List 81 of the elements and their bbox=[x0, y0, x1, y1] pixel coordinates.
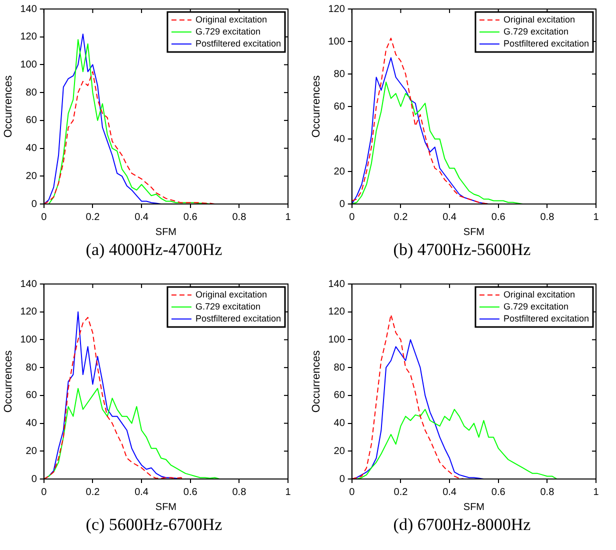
y-tick-label: 60 bbox=[26, 115, 38, 126]
x-tick-label: 0.2 bbox=[394, 486, 408, 498]
legend-label: Postfiltered excitation bbox=[503, 38, 590, 48]
y-tick-label: 0 bbox=[31, 198, 38, 210]
x-tick-label: 0.4 bbox=[442, 212, 457, 223]
y-axis-title: Occurrences bbox=[2, 350, 15, 413]
y-tick-label: 140 bbox=[20, 278, 38, 290]
legend-label: G.729 excitation bbox=[195, 301, 261, 312]
x-axis-title: SFM bbox=[463, 226, 484, 238]
legend-label: Original excitation bbox=[195, 14, 268, 24]
x-tick-label: 1 bbox=[285, 212, 292, 223]
y-tick-label: 20 bbox=[26, 170, 38, 182]
y-tick-label: 100 bbox=[20, 59, 38, 70]
x-axis-title: SFM bbox=[155, 502, 176, 513]
line-series bbox=[44, 71, 216, 204]
legend-label: Postfiltered excitation bbox=[195, 313, 282, 324]
x-tick-label: 0.2 bbox=[86, 212, 100, 223]
y-tick-label: 0 bbox=[31, 474, 38, 485]
text: (c) 5600Hz-6700Hz bbox=[84, 515, 224, 535]
y-axis-title: Occurrences bbox=[310, 350, 323, 413]
y-tick-label: 140 bbox=[20, 4, 38, 15]
legend-label: Postfiltered excitation bbox=[503, 313, 590, 324]
y-tick-label: 100 bbox=[20, 334, 38, 346]
y-tick-label: 140 bbox=[328, 278, 346, 290]
y-tick-label: 40 bbox=[334, 134, 346, 145]
x-tick-label: 0.2 bbox=[86, 486, 100, 498]
y-tick-label: 60 bbox=[26, 390, 38, 402]
legend-label: G.729 excitation bbox=[195, 26, 261, 36]
y-tick-label: 80 bbox=[26, 362, 38, 374]
y-tick-label: 80 bbox=[26, 87, 38, 98]
x-tick-label: 0 bbox=[349, 486, 356, 498]
y-tick-label: 100 bbox=[328, 36, 346, 48]
x-tick-label: 0.6 bbox=[183, 486, 198, 498]
y-tick-label: 20 bbox=[26, 446, 38, 457]
y-tick-label: 40 bbox=[26, 418, 38, 430]
y-tick-label: 80 bbox=[334, 362, 346, 374]
x-tick-label: 0.2 bbox=[394, 212, 408, 223]
x-tick-label: 0.8 bbox=[232, 212, 247, 223]
legend-label: Original excitation bbox=[503, 14, 576, 24]
text: (a) 4000Hz-4700Hz bbox=[84, 240, 224, 260]
legend-label: G.729 excitation bbox=[503, 26, 569, 36]
y-tick-label: 40 bbox=[26, 143, 38, 154]
legend-label: G.729 excitation bbox=[503, 301, 569, 312]
text: (b) 4700Hz-5600Hz bbox=[392, 240, 532, 260]
x-tick-label: 0.6 bbox=[491, 212, 506, 223]
legend-label: Postfiltered excitation bbox=[195, 38, 282, 48]
x-tick-label: 1 bbox=[593, 486, 600, 498]
legend-label: Original excitation bbox=[503, 289, 576, 300]
y-axis-title: Occurrences bbox=[2, 74, 15, 138]
x-tick-label: 1 bbox=[593, 212, 600, 223]
x-tick-label: 0 bbox=[41, 486, 48, 498]
y-tick-label: 40 bbox=[334, 418, 346, 430]
y-tick-label: 120 bbox=[328, 306, 346, 318]
x-tick-label: 0.6 bbox=[183, 212, 198, 223]
y-tick-label: 100 bbox=[328, 334, 346, 346]
text: (d) 6700Hz-8000Hz bbox=[392, 515, 532, 535]
y-tick-label: 120 bbox=[20, 32, 38, 43]
y-tick-label: 120 bbox=[328, 4, 346, 15]
x-tick-label: 0.8 bbox=[540, 212, 555, 223]
x-tick-label: 0.4 bbox=[442, 486, 457, 498]
x-tick-label: 0.8 bbox=[232, 486, 247, 498]
x-axis-title: SFM bbox=[155, 226, 176, 238]
y-tick-label: 60 bbox=[334, 390, 346, 402]
y-tick-label: 20 bbox=[334, 446, 346, 457]
x-tick-label: 0.4 bbox=[134, 212, 149, 223]
y-tick-label: 20 bbox=[334, 166, 346, 178]
x-tick-label: 1 bbox=[285, 486, 292, 498]
x-tick-label: 0 bbox=[41, 212, 48, 223]
y-tick-label: 0 bbox=[339, 474, 346, 485]
x-tick-label: 0 bbox=[349, 212, 356, 223]
x-tick-label: 0.4 bbox=[134, 486, 149, 498]
y-tick-label: 120 bbox=[20, 306, 38, 318]
line-series bbox=[352, 314, 465, 479]
x-axis-title: SFM bbox=[463, 502, 484, 513]
y-axis-title: Occurrences bbox=[310, 74, 323, 138]
y-tick-label: 60 bbox=[334, 101, 346, 112]
y-tick-label: 80 bbox=[334, 68, 346, 80]
x-tick-label: 0.8 bbox=[540, 486, 555, 498]
y-tick-label: 0 bbox=[339, 198, 346, 210]
legend-label: Original excitation bbox=[195, 289, 268, 300]
x-tick-label: 0.6 bbox=[491, 486, 506, 498]
